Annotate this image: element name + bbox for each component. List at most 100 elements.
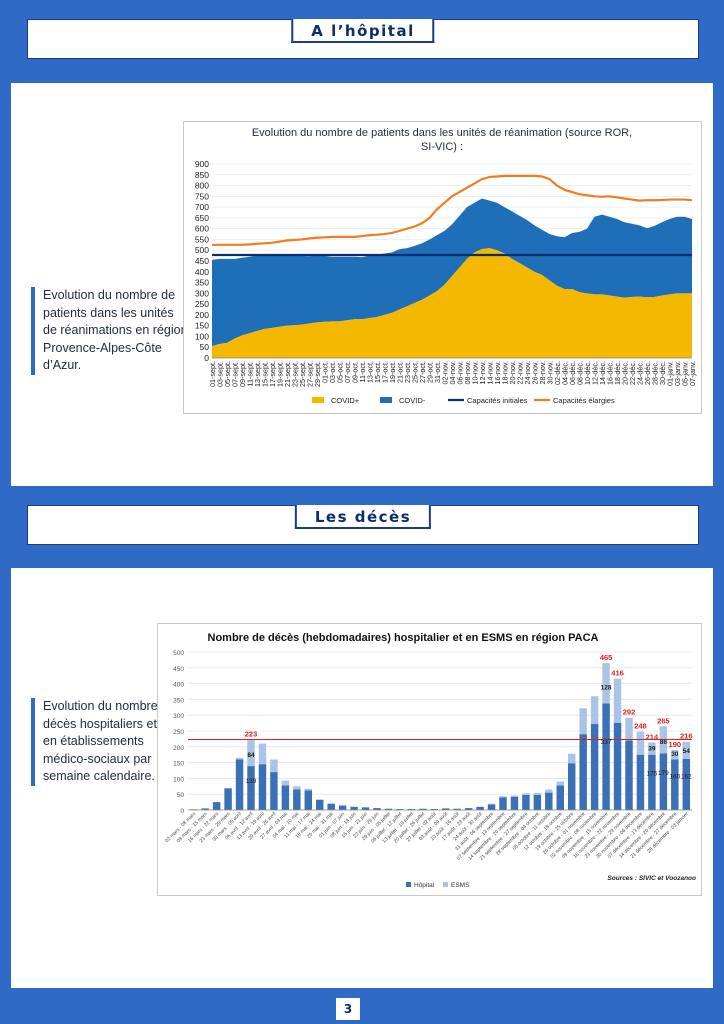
- x-tick-label: 02-nov.: [441, 361, 450, 384]
- bar-esms: [671, 749, 679, 760]
- bar-hopital: [396, 809, 404, 810]
- y-tick-label: 300: [173, 713, 184, 720]
- data-label-total: 416: [611, 669, 624, 678]
- y-tick-label: 50: [200, 342, 210, 352]
- legend-label: COVID-: [399, 396, 426, 405]
- deaths-chart-svg: Nombre de décès (hebdomadaires) hospital…: [164, 632, 696, 889]
- x-tick-label: 07-oct.: [343, 361, 352, 383]
- bar-esms: [510, 795, 519, 797]
- x-tick-label: 24-nov.: [523, 361, 532, 384]
- chart-title: Nombre de décès (hebdomadaires) hospital…: [208, 632, 599, 644]
- section-header-hopital: A l’hôpital: [27, 19, 699, 59]
- x-tick-label: 05-janv.: [681, 361, 690, 386]
- chart-title: SI-VIC) :: [421, 141, 463, 153]
- x-tick-label: 28-déc.: [651, 361, 660, 385]
- bar-hopital: [338, 805, 347, 810]
- x-tick-label: 09-oct.: [351, 361, 360, 383]
- y-tick-label: 550: [195, 234, 209, 244]
- bar-hopital: [270, 772, 278, 810]
- bar-hopital: [671, 759, 679, 810]
- bar-esms: [636, 731, 645, 755]
- data-label-hopital: 162: [681, 773, 692, 780]
- y-tick-label: 500: [195, 245, 209, 255]
- bar-esms: [533, 792, 542, 795]
- x-tick-label: 01-oct.: [321, 361, 330, 383]
- legend-swatch: [443, 882, 448, 887]
- bar-esms: [556, 781, 564, 786]
- y-tick-label: 400: [195, 267, 209, 277]
- bar-esms: [522, 793, 530, 795]
- x-tick-label: 31-oct.: [433, 361, 442, 383]
- legend-swatch: [380, 397, 392, 403]
- bar-hopital: [212, 802, 221, 810]
- x-tick-label: 26-nov.: [531, 361, 540, 384]
- page-number: 3: [336, 998, 360, 1020]
- hospital-panel: Evolution du nombre de patients dans les…: [11, 83, 713, 486]
- x-tick-label: 12-nov.: [478, 361, 487, 384]
- bar-hopital: [636, 754, 645, 810]
- data-label-total: 248: [634, 722, 647, 731]
- bar-hopital: [384, 808, 393, 810]
- bar-hopital: [419, 808, 427, 810]
- x-tick-label: 13-oct.: [366, 361, 375, 383]
- x-tick-label: 29-sept.: [313, 361, 322, 387]
- section-title: A l’hôpital: [291, 19, 435, 43]
- bar-esms: [625, 717, 633, 741]
- x-tick-label: 06-déc.: [568, 361, 577, 385]
- data-label-hopital: 337: [601, 739, 612, 746]
- x-tick-label: 09-sept.: [238, 361, 247, 387]
- bar-hopital: [568, 763, 576, 810]
- bar-hopital: [556, 785, 564, 810]
- bar-hopital: [613, 722, 622, 810]
- bar-hopital: [499, 797, 507, 810]
- x-tick-label: 16-déc.: [606, 361, 615, 385]
- series-area-covid-neg: [212, 198, 692, 347]
- bar-hopital: [304, 790, 312, 810]
- bar-hopital: [293, 789, 301, 810]
- x-tick-label: 10-déc.: [583, 361, 592, 385]
- y-tick-label: 750: [195, 191, 209, 201]
- x-tick-label: 18-nov.: [501, 361, 510, 384]
- side-caption-reanimation: Evolution du nombre de patients dans les…: [31, 287, 191, 375]
- y-tick-label: 900: [195, 159, 209, 169]
- x-tick-label: 18-déc.: [613, 361, 622, 385]
- bar-esms: [499, 796, 507, 798]
- bar-hopital: [625, 740, 633, 810]
- x-tick-label: 19-sept.: [276, 361, 285, 387]
- legend-label: Capacités initiales: [467, 396, 528, 405]
- bar-hopital: [327, 803, 335, 810]
- bar-hopital: [533, 794, 542, 810]
- bar-hopital: [579, 734, 587, 810]
- bar-hopital: [361, 807, 370, 810]
- bar-esms: [316, 799, 324, 800]
- x-tick-label: 07-janv.: [688, 361, 697, 386]
- bar-esms: [224, 787, 232, 789]
- x-tick-label: 01-sept.: [208, 361, 217, 387]
- legend-swatch: [406, 882, 411, 887]
- legend-label: Hôpital: [414, 882, 435, 889]
- y-tick-label: 500: [173, 650, 184, 657]
- bar-hopital: [590, 724, 599, 810]
- bar-esms: [304, 788, 312, 791]
- deaths-panel: Evolution du nombre décès hospitaliers e…: [11, 568, 713, 988]
- bar-esms: [568, 753, 576, 764]
- x-tick-label: 02-déc.: [553, 361, 562, 385]
- y-tick-label: 100: [173, 776, 184, 783]
- x-tick-label: 06-nov.: [456, 361, 465, 384]
- y-tick-label: 650: [195, 213, 209, 223]
- x-tick-label: 04-déc.: [561, 361, 570, 385]
- legend-label: COVID+: [331, 396, 360, 405]
- bar-hopital: [453, 808, 461, 810]
- y-tick-label: 450: [173, 666, 184, 673]
- icu-chart: Evolution du nombre de patients dans les…: [183, 121, 702, 414]
- legend-label: ESMS: [451, 882, 470, 889]
- y-tick-label: 600: [195, 224, 209, 234]
- data-label-hopital: 160: [669, 774, 680, 781]
- bar-hopital: [476, 806, 484, 810]
- bar-esms: [602, 663, 610, 704]
- data-label-total: 214: [646, 732, 659, 741]
- y-tick-label: 350: [195, 278, 209, 288]
- x-tick-label: 25-oct.: [411, 361, 420, 383]
- bar-hopital: [350, 806, 358, 810]
- x-tick-label: 16-nov.: [493, 361, 502, 384]
